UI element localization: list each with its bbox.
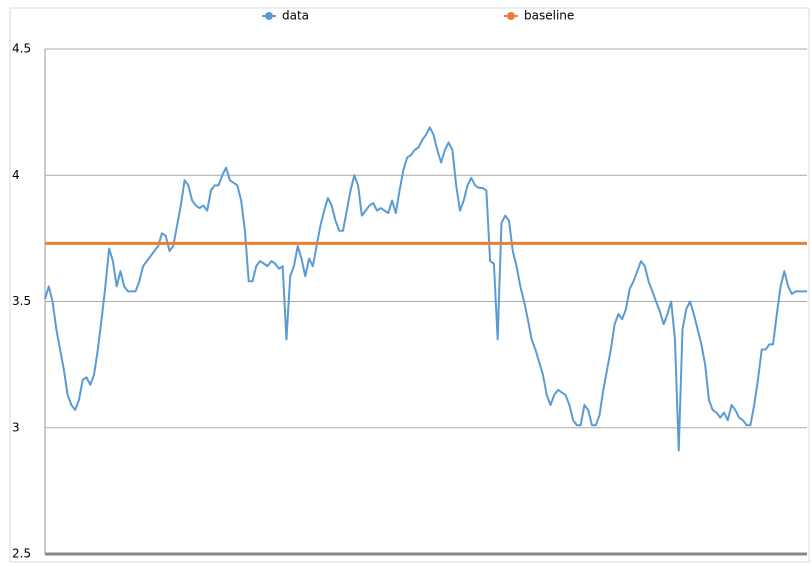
y-tick-label: 4.5: [12, 42, 31, 56]
legend-label: baseline: [524, 9, 574, 23]
y-tick-label: 3: [12, 420, 20, 434]
y-tick-label: 4: [12, 168, 20, 182]
chart-frame: [9, 7, 810, 563]
legend-label: data: [282, 9, 309, 23]
data-line: [44, 126, 807, 452]
y-tick-label: 3.5: [12, 294, 31, 308]
legend-marker: [265, 12, 273, 20]
legend-marker: [507, 12, 515, 20]
y-tick-label: 2.5: [12, 547, 31, 561]
